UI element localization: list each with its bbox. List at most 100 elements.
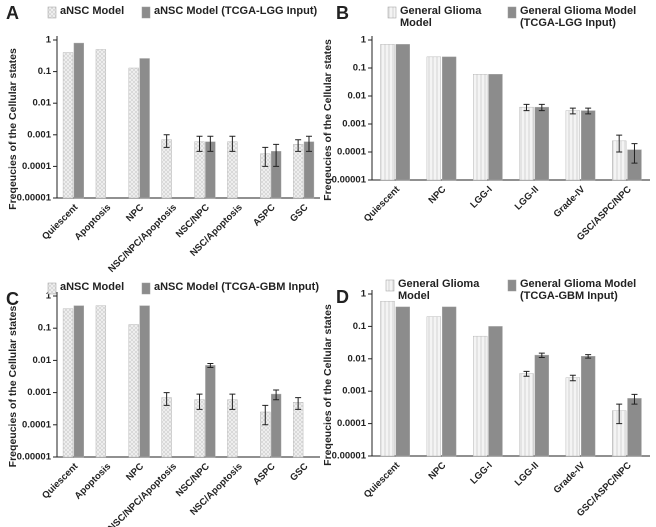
legend-entry: aNSC Model (60, 281, 125, 293)
bar (62, 308, 74, 458)
error-bar (523, 370, 530, 377)
bar (426, 56, 442, 181)
bar (426, 316, 442, 457)
x-tick-label: Grade-IV (552, 184, 588, 220)
x-tick-label: GSC (288, 202, 310, 224)
legend-swatch (385, 279, 395, 292)
x-tick-label: ASPC (251, 461, 278, 488)
error-bar (262, 404, 269, 426)
bar (395, 306, 410, 457)
x-tick-label: Apoptosis (73, 202, 114, 243)
bar (95, 49, 107, 199)
panel-letter: A (6, 3, 19, 23)
bar (519, 106, 534, 181)
bar (534, 106, 549, 181)
bar (473, 335, 488, 457)
y-tick-label: 0.1 (38, 66, 52, 77)
bar (488, 74, 503, 181)
panel-letter: D (336, 287, 349, 307)
error-bar (631, 143, 638, 164)
bar (580, 110, 596, 181)
y-tick-label: 1 (361, 289, 367, 300)
y-tick-label: 1 (46, 291, 52, 302)
legend-swatch (47, 282, 57, 295)
error-bar (273, 389, 280, 401)
panel-letter: C (6, 289, 19, 309)
error-bar (207, 135, 214, 152)
bar (205, 365, 216, 458)
y-axis-label: Freqeucies of the Cellular states (322, 304, 334, 466)
error-bar (295, 139, 302, 152)
bar (161, 397, 172, 458)
x-tick-label: ASPC (251, 202, 278, 229)
y-tick-label: 0.00001 (332, 451, 367, 462)
legend-entry: General Glioma Model (398, 278, 480, 302)
legend-entry: General Glioma Model (TCGA-LGG Input) (520, 5, 637, 29)
error-bar (273, 143, 280, 167)
y-tick-label: 0.1 (353, 321, 367, 332)
bar (73, 305, 84, 458)
error-bar (305, 135, 312, 152)
y-tick-label: 1 (361, 35, 367, 46)
bar (441, 306, 457, 457)
bar (161, 139, 172, 199)
y-tick-label: 0.0001 (337, 147, 367, 158)
y-tick-label: 0.00001 (332, 175, 367, 186)
y-axis-label: Freqeucies of the Cellular states (7, 306, 19, 468)
bar (488, 326, 503, 457)
x-tick-label: Quiescent (362, 460, 403, 501)
bar (441, 56, 457, 181)
y-tick-label: 0.0001 (337, 418, 367, 429)
error-bar (163, 392, 170, 406)
error-bar (163, 134, 170, 148)
legend-label: General Glioma Model (398, 278, 480, 302)
error-bar (523, 103, 530, 112)
x-tick-label: LGG-I (468, 460, 494, 486)
legend-label: aNSC Model (60, 281, 125, 293)
bar (627, 398, 642, 457)
bar (139, 305, 150, 458)
x-tick-label: Quiescent (362, 184, 403, 225)
bar (139, 58, 150, 199)
error-bar (295, 397, 302, 410)
y-tick-label: 0.0001 (22, 161, 52, 172)
y-tick-label: 0.01 (348, 353, 367, 364)
legend-swatch (141, 6, 151, 19)
legend-label: aNSC Model (60, 5, 125, 17)
bar (580, 356, 596, 457)
y-tick-label: 0.01 (33, 98, 52, 109)
legend-label: aNSC Model (TCGA-GBM Input) (154, 281, 319, 293)
error-bar (538, 103, 545, 112)
legend-label: General Glioma Model (TCGA-LGG Input) (520, 5, 637, 29)
bar (270, 393, 282, 458)
error-bar (569, 107, 576, 115)
error-bar (207, 363, 214, 369)
error-bar (585, 354, 592, 359)
bar (380, 44, 395, 181)
legend-swatch (387, 6, 397, 19)
legend-entry: General Glioma Model (TCGA-GBM Input) (520, 278, 636, 302)
bar (395, 44, 410, 181)
x-tick-label: LGG-II (513, 460, 541, 488)
x-tick-label: Apoptosis (73, 461, 114, 502)
error-bar (538, 352, 545, 358)
error-bar (585, 107, 592, 115)
error-bar (229, 135, 236, 152)
error-bar (196, 135, 203, 152)
y-tick-label: 0.1 (38, 323, 52, 334)
legend-swatch (507, 279, 517, 292)
bar (62, 52, 74, 199)
bar (565, 377, 581, 457)
legend-entry: aNSC Model (TCGA-LGG Input) (154, 5, 317, 17)
y-tick-label: 0.00001 (17, 452, 52, 463)
panel-letter: B (336, 3, 349, 23)
error-bar (631, 393, 638, 405)
error-bar (569, 374, 576, 382)
y-tick-label: 0.1 (353, 63, 367, 74)
legend-entry: aNSC Model (60, 5, 125, 17)
bar (473, 74, 488, 181)
x-tick-label: NPC (426, 460, 448, 482)
legend-label: General Glioma Model (400, 5, 482, 29)
bar (128, 67, 139, 199)
x-tick-label: NPC (124, 202, 146, 224)
